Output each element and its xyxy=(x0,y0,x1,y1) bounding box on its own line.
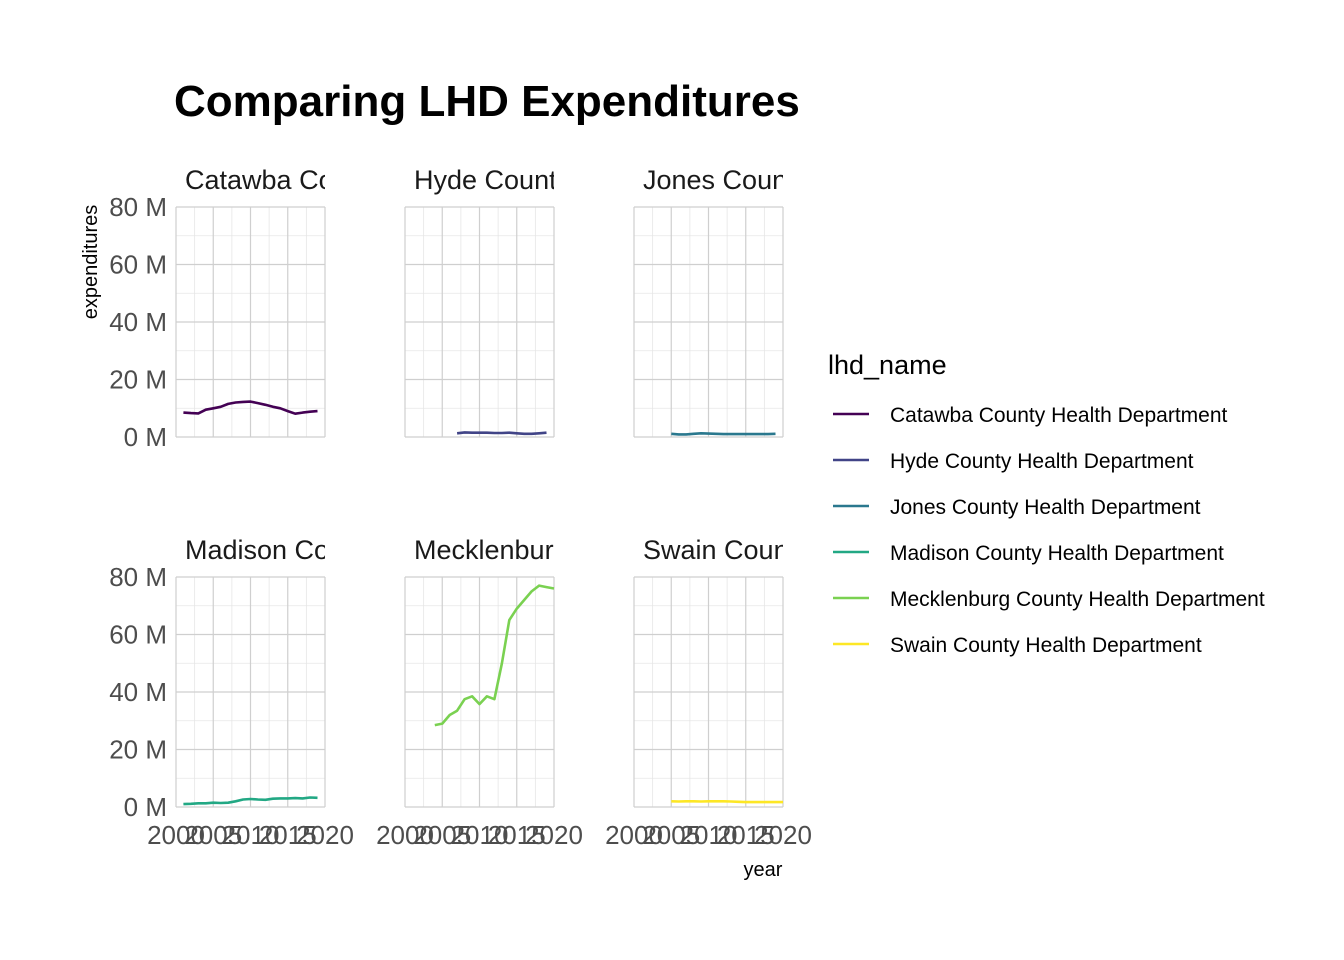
x-tick-label: 2000 xyxy=(147,820,205,850)
y-tick-label: 40 M xyxy=(109,307,167,337)
x-tick-label: 2010 xyxy=(451,820,509,850)
legend-item: Mecklenburg County Health Department xyxy=(833,588,1265,611)
facet-panel: Catawba Co 0 M 20 M 40 M 60 M 80 M xyxy=(109,165,334,452)
series-line xyxy=(456,431,547,436)
y-tick-label: 60 M xyxy=(109,250,167,280)
facet-strip-label: Mecklenburg xyxy=(414,535,569,565)
facet-strip-label: Madison Co xyxy=(185,535,329,565)
chart-title: Comparing LHD Expenditures xyxy=(174,77,800,126)
series-line xyxy=(671,431,776,436)
y-tick-label: 0 M xyxy=(124,422,167,452)
x-tick-label: 2020 xyxy=(525,820,583,850)
legend-label: Jones County Health Department xyxy=(890,496,1201,519)
x-tick-label: 2020 xyxy=(296,820,354,850)
facet-strip-label: Swain Coun xyxy=(643,535,789,565)
series-line xyxy=(183,796,318,806)
x-tick-label: 2015 xyxy=(717,820,775,850)
y-tick-label: 20 M xyxy=(109,735,167,765)
y-tick-label: 0 M xyxy=(124,792,167,822)
facet-strip-label: Jones Coun xyxy=(643,165,787,195)
y-tick-label: 80 M xyxy=(109,192,167,222)
legend: lhd_name Catawba County Health Departmen… xyxy=(828,350,1265,657)
x-tick-label: 2010 xyxy=(222,820,280,850)
x-tick-label: 2005 xyxy=(184,820,242,850)
legend-label: Hyde County Health Department xyxy=(890,450,1194,473)
x-tick-label: 2005 xyxy=(413,820,471,850)
facet-strip-label: Hyde Count xyxy=(414,165,557,195)
x-tick-label: 2020 xyxy=(754,820,812,850)
facet-panel: Hyde Count xyxy=(404,165,557,438)
legend-label: Swain County Health Department xyxy=(890,634,1202,657)
y-axis-label: expenditures xyxy=(80,205,102,320)
y-tick-label: 20 M xyxy=(109,365,167,395)
x-tick-label: 2010 xyxy=(680,820,738,850)
y-tick-label: 80 M xyxy=(109,562,167,592)
y-tick-label: 40 M xyxy=(109,677,167,707)
legend-label: Madison County Health Department xyxy=(890,542,1224,565)
legend-item: Jones County Health Department xyxy=(833,496,1201,519)
legend-item: Catawba County Health Department xyxy=(833,404,1228,427)
legend-item: Hyde County Health Department xyxy=(833,450,1194,473)
legend-title: lhd_name xyxy=(828,350,947,380)
x-tick-label: 2000 xyxy=(376,820,434,850)
legend-label: Catawba County Health Department xyxy=(890,404,1228,427)
y-tick-label: 60 M xyxy=(109,620,167,650)
facet-panel: Madison Co0 M20 M40 M60 M80 M20002005201… xyxy=(109,535,354,850)
series-line xyxy=(434,584,555,727)
series-line xyxy=(671,799,783,804)
x-axis-label: year xyxy=(744,859,783,881)
legend-item: Madison County Health Department xyxy=(833,542,1224,565)
facet-strip-label: Catawba Co xyxy=(185,165,334,195)
x-tick-label: 2015 xyxy=(488,820,546,850)
x-tick-label: 2000 xyxy=(605,820,663,850)
x-tick-label: 2005 xyxy=(642,820,700,850)
facet-panels: Catawba Co 0 M 20 M 40 M 60 M 80 M Hyde Count J… xyxy=(109,165,812,850)
legend-item: Swain County Health Department xyxy=(833,634,1202,657)
x-tick-label: 2015 xyxy=(259,820,317,850)
facet-panel: Jones Coun xyxy=(633,165,787,438)
series-line xyxy=(183,400,318,416)
legend-label: Mecklenburg County Health Department xyxy=(890,588,1265,611)
